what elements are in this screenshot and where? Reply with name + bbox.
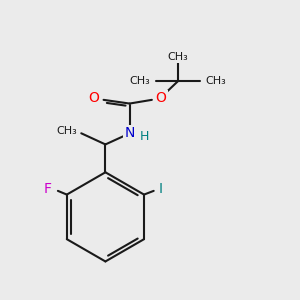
Text: CH₃: CH₃: [57, 126, 78, 136]
Text: N: N: [124, 126, 135, 140]
Text: H: H: [140, 130, 149, 143]
Text: I: I: [158, 182, 162, 196]
Text: O: O: [156, 91, 167, 105]
Text: F: F: [43, 182, 51, 196]
Text: CH₃: CH₃: [206, 76, 226, 86]
Text: CH₃: CH₃: [129, 76, 150, 86]
Text: CH₃: CH₃: [167, 52, 188, 62]
Text: O: O: [88, 91, 99, 105]
